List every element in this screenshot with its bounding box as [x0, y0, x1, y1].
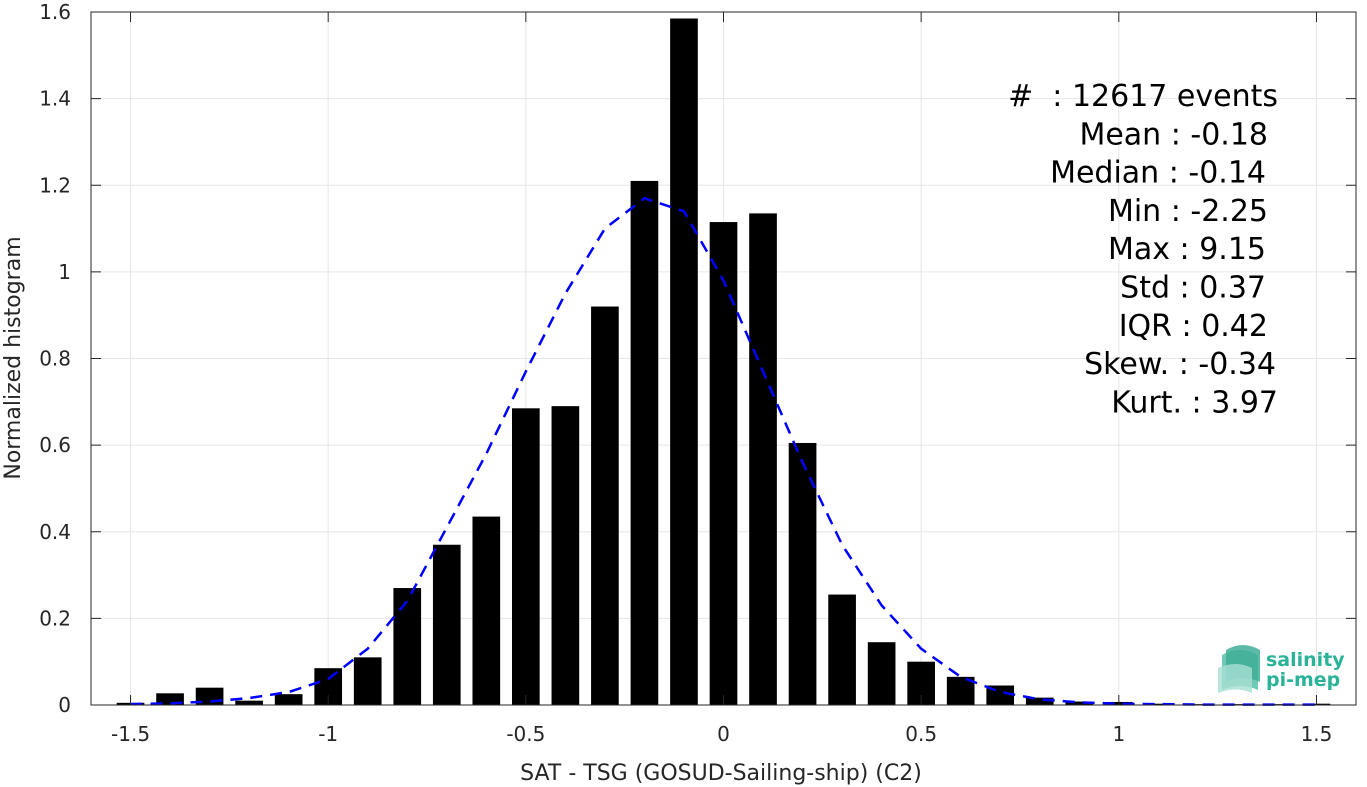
y-tick-label: 1.6	[39, 0, 71, 24]
fit-curve-layer	[130, 196, 1317, 706]
salinity-pi-mep-logo: salinity pi-mep	[1218, 645, 1345, 693]
stats-line: Mean : -0.18	[1079, 117, 1268, 152]
y-tick-label: 0	[58, 693, 71, 717]
histogram-bar	[274, 694, 303, 705]
logo-wave-icon	[1218, 645, 1260, 693]
stats-line: IQR : 0.42	[1119, 309, 1268, 344]
y-tick-label: 1.4	[39, 87, 71, 111]
y-tick-label: 0.4	[39, 520, 71, 544]
y-tick-label: 0.6	[39, 433, 71, 457]
x-tick-label: 0.5	[905, 722, 937, 746]
histogram-bar	[393, 588, 422, 705]
stats-line: Median : -0.14	[1050, 156, 1266, 191]
logo-text-salinity: salinity	[1266, 649, 1345, 671]
stats-line: # : 12617 events	[1008, 79, 1278, 114]
histogram-bar	[1065, 701, 1094, 705]
y-axis-label: Normalized histogram	[1, 236, 26, 479]
histogram-bar	[1025, 697, 1054, 705]
histogram-bar	[432, 544, 461, 705]
histogram-bar	[551, 406, 580, 705]
x-tick-label: -1.5	[111, 722, 150, 746]
y-tick-label: 1	[58, 260, 71, 284]
y-tick-label: 1.2	[39, 173, 71, 197]
stats-line: Max : 9.15	[1108, 232, 1266, 267]
x-tick-label: -1	[318, 722, 338, 746]
histogram-bar	[828, 594, 856, 705]
histogram-bar	[156, 693, 184, 705]
histogram-bar	[591, 306, 619, 705]
stats-line: Min : -2.25	[1108, 194, 1268, 229]
x-tick-label: 1	[1112, 722, 1125, 746]
x-tick-label: -0.5	[506, 722, 545, 746]
ticks-layer: -1.5 -1 -0.5 0 0.5 1 1.5 0 0.2 0.4 0.6 0.8 1 1.2 1.4 1.…	[39, 0, 1356, 746]
y-tick-label: 0.8	[39, 347, 71, 371]
stats-line: Std : 0.37	[1120, 271, 1266, 306]
x-axis-label: SAT - TSG (GOSUD-Sailing-ship) (C2)	[520, 761, 922, 786]
histogram-bar	[749, 213, 777, 705]
histogram-bar	[472, 516, 501, 705]
histogram-bar	[709, 222, 738, 706]
stats-line: Kurt. : 3.97	[1111, 385, 1278, 420]
logo-text-pi-mep: pi-mep	[1266, 669, 1340, 691]
histogram-bar	[670, 18, 698, 705]
histogram-bar	[788, 442, 817, 705]
stats-line: Skew. : -0.34	[1084, 347, 1276, 382]
histogram-bar	[512, 408, 540, 705]
histogram-bar	[1144, 703, 1173, 705]
y-tick-label: 0.2	[39, 606, 71, 630]
fit-curve-line	[130, 196, 1317, 706]
histogram-bar	[867, 642, 896, 705]
histogram-bar	[353, 657, 382, 705]
x-tick-label: 1.5	[1301, 722, 1333, 746]
bars-layer	[116, 18, 1331, 706]
histogram-bar	[235, 700, 263, 705]
x-tick-label: 0	[717, 722, 730, 746]
histogram-bar	[630, 180, 659, 705]
